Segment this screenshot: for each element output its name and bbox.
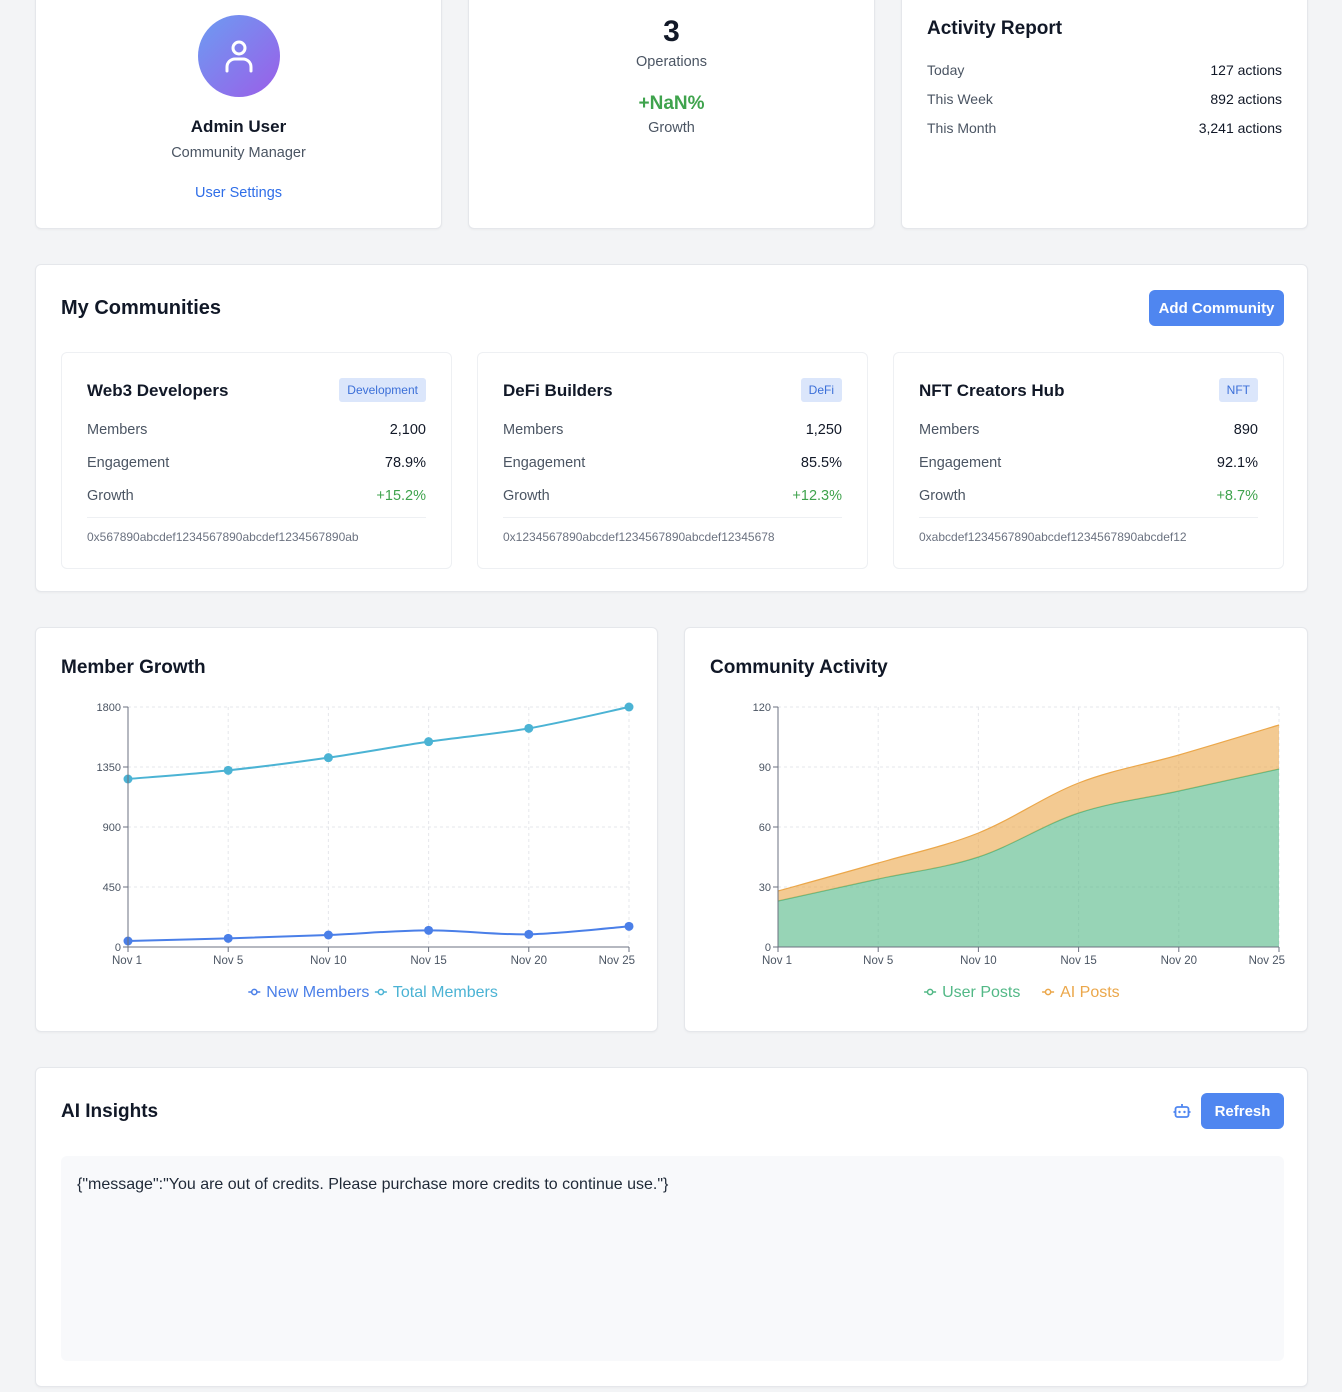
- section-title: AI Insights: [61, 1101, 159, 1122]
- operations-count: 3: [663, 15, 680, 48]
- operations-label: Operations: [636, 54, 707, 70]
- series-line: [127, 925, 630, 942]
- y-tick-label: 30: [759, 882, 771, 894]
- legend-icon: [377, 988, 385, 996]
- category-badge: DeFi: [800, 378, 842, 402]
- x-tick-label: Nov 10: [960, 955, 996, 967]
- add-community-button[interactable]: Add Community: [1149, 290, 1284, 326]
- series-area: [778, 769, 1279, 947]
- x-tick-label: Nov 20: [511, 955, 547, 967]
- community-name: DeFi Builders: [503, 381, 613, 400]
- community-card[interactable]: DeFi Builders DeFi Members 1,250 Engageme…: [477, 352, 868, 569]
- member-growth-card: Member Growth 0 450 900 1350 1800 Nov 1 Nov 5 N…: [35, 627, 658, 1032]
- engagement-row: Engagement 78.9%: [87, 455, 426, 471]
- activity-row: Today 127 actions: [927, 62, 1282, 78]
- x-tick-label: Nov 1: [112, 955, 142, 967]
- series-line: [777, 724, 1280, 892]
- operations-card: 3 Operations +NaN% Growth: [468, 0, 875, 229]
- series-line: [127, 706, 630, 780]
- data-point: [624, 702, 634, 712]
- members-row: Members 890: [919, 422, 1258, 438]
- y-tick-label: 0: [765, 942, 771, 954]
- growth-row: Growth +15.2%: [87, 488, 426, 504]
- section-title: My Communities: [61, 297, 222, 319]
- x-tick-label: Nov 10: [310, 955, 346, 967]
- category-badge: Development: [339, 378, 426, 402]
- robot-icon[interactable]: [1173, 1103, 1191, 1119]
- x-tick-label: Nov 5: [213, 955, 243, 967]
- data-point: [223, 765, 233, 775]
- category-badge: NFT: [1218, 378, 1258, 402]
- growth-value: +NaN%: [638, 93, 705, 114]
- user-icon: [225, 40, 253, 73]
- data-point: [524, 929, 534, 939]
- data-point: [323, 930, 333, 940]
- contract-address: 0xabcdef1234567890abcdef1234567890abcdef…: [919, 517, 1258, 544]
- community-card[interactable]: Web3 Developers Development Members 2,100…: [61, 352, 452, 569]
- y-tick-label: 1350: [97, 762, 121, 774]
- insights-output: {"message":"You are out of credits. Plea…: [61, 1156, 1284, 1361]
- legend-icon: [926, 988, 934, 996]
- growth-row: Growth +12.3%: [503, 488, 842, 504]
- x-tick-label: Nov 25: [599, 955, 635, 967]
- ai-insights-section: AI Insights Refresh {"message":"You are …: [35, 1067, 1308, 1387]
- avatar: [198, 15, 280, 97]
- activity-report-card: Activity Report Today 127 actions This We…: [901, 0, 1308, 229]
- x-tick-label: Nov 5: [863, 955, 893, 967]
- activity-row: This Week 892 actions: [927, 91, 1282, 107]
- data-point: [323, 753, 333, 763]
- profile-card: Admin User Community Manager User Settin…: [35, 0, 442, 229]
- insights-message: {"message":"You are out of credits. Plea…: [77, 1176, 669, 1193]
- x-tick-label: Nov 15: [1060, 955, 1096, 967]
- data-point: [524, 723, 534, 733]
- community-name: Web3 Developers: [87, 381, 229, 400]
- legend-label: New Members: [266, 984, 369, 1001]
- members-row: Members 2,100: [87, 422, 426, 438]
- user-settings-link[interactable]: User Settings: [194, 185, 283, 201]
- data-point: [424, 925, 434, 935]
- chart-title: Member Growth: [61, 657, 206, 678]
- y-tick-label: 120: [753, 702, 771, 714]
- activity-row: This Month 3,241 actions: [927, 120, 1282, 136]
- y-tick-label: 450: [103, 882, 121, 894]
- legend-icon: [1044, 988, 1052, 996]
- growth-label: Growth: [648, 120, 695, 136]
- legend-label: Total Members: [393, 984, 498, 1001]
- profile-name: Admin User: [190, 117, 287, 136]
- data-point: [223, 933, 233, 943]
- y-tick-label: 0: [115, 942, 121, 954]
- data-point: [424, 737, 434, 747]
- engagement-row: Engagement 85.5%: [503, 455, 842, 471]
- data-point: [624, 921, 634, 931]
- community-name: NFT Creators Hub: [919, 381, 1065, 400]
- y-tick-label: 90: [759, 762, 771, 774]
- chart-title: Community Activity: [710, 657, 888, 678]
- x-tick-label: Nov 15: [410, 955, 446, 967]
- my-communities-section: My Communities Add Community Web3 Develo…: [35, 264, 1308, 592]
- community-activity-card: Community Activity 0 30 60 90 120 Nov 1 Nov 5 N…: [684, 627, 1308, 1032]
- x-tick-label: Nov 20: [1161, 955, 1197, 967]
- growth-row: Growth +8.7%: [919, 488, 1258, 504]
- y-tick-label: 60: [759, 822, 771, 834]
- legend-label: User Posts: [942, 984, 1020, 1001]
- legend-label: AI Posts: [1060, 984, 1120, 1001]
- profile-role: Community Manager: [171, 145, 306, 161]
- members-row: Members 1,250: [503, 422, 842, 438]
- activity-report-title: Activity Report: [927, 18, 1063, 39]
- community-activity-chart: 0 30 60 90 120 Nov 1 Nov 5 Nov 10 Nov 15 Nov 20 No…: [753, 702, 1285, 1001]
- legend-icon: [250, 988, 258, 996]
- x-tick-label: Nov 1: [762, 955, 792, 967]
- community-card[interactable]: NFT Creators Hub NFT Members 890 Engageme…: [893, 352, 1284, 569]
- series-area: [778, 725, 1279, 901]
- x-tick-label: Nov 25: [1249, 955, 1285, 967]
- contract-address: 0x1234567890abcdef1234567890abcdef123456…: [503, 517, 842, 544]
- refresh-button[interactable]: Refresh: [1201, 1093, 1284, 1129]
- contract-address: 0x567890abcdef1234567890abcdef1234567890…: [87, 517, 426, 544]
- y-tick-label: 1800: [97, 702, 121, 714]
- engagement-row: Engagement 92.1%: [919, 455, 1258, 471]
- y-tick-label: 900: [103, 822, 121, 834]
- member-growth-chart: 0 450 900 1350 1800 Nov 1 Nov 5 Nov 10 Nov 15 Nov…: [97, 702, 635, 1001]
